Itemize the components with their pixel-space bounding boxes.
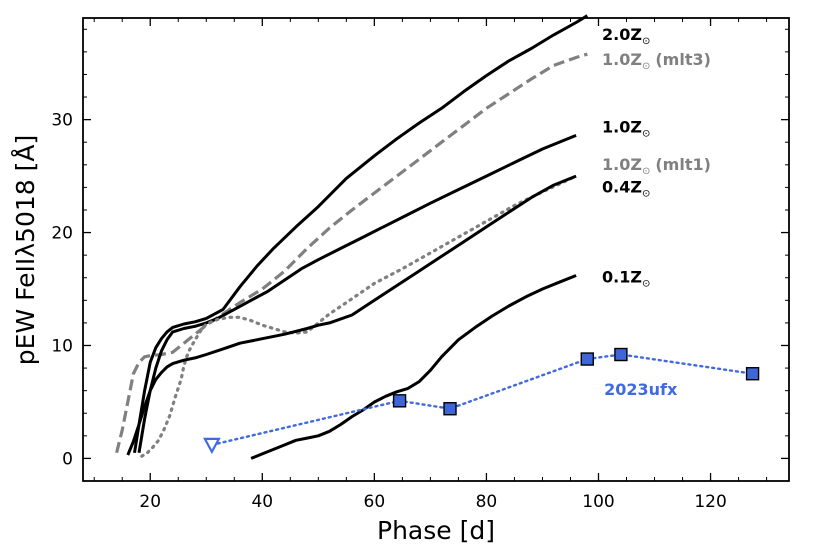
y-tick-label: 0 (62, 449, 73, 469)
x-tick-label: 80 (476, 492, 498, 512)
series-label-z10mlt3: 1.0Z⊙ (mlt3) (602, 50, 711, 72)
obs-point (745, 367, 760, 381)
series-line-z20 (133, 14, 589, 454)
x-tick-label: 120 (694, 492, 726, 512)
obs-label: 2023ufx (604, 380, 678, 399)
x-tick-label: 100 (582, 492, 614, 512)
observations: 2023ufx (203, 347, 760, 455)
obs-point (614, 347, 628, 362)
obs-point (392, 394, 407, 408)
series-label-z10: 1.0Z⊙ (602, 118, 650, 140)
x-tick-label: 20 (139, 492, 161, 512)
series-line-z10mlt3 (115, 52, 588, 454)
obs-upper-limit-marker (203, 437, 221, 455)
series-lines (115, 14, 589, 460)
series-line-z10 (137, 134, 577, 454)
series-line-z04 (126, 174, 577, 456)
y-tick-label: 10 (51, 336, 73, 356)
x-axis-label: Phase [d] (377, 516, 495, 545)
series-line-z10mlt1 (140, 174, 578, 458)
obs-point (580, 352, 594, 366)
obs-point (443, 402, 457, 416)
x-tick-label: 60 (364, 492, 386, 512)
y-axis-label: pEW FeIIλ5018 [Å] (11, 135, 40, 365)
series-labels: 2.0Z⊙ 1.0Z⊙ (mlt3) 1.0Z⊙ 1.0Z⊙ (mlt1)0.4Z⊙ 0.1… (602, 25, 711, 290)
series-label-z10mlt1: 1.0Z⊙ (mlt1) (602, 155, 711, 177)
series-label-z20: 2.0Z⊙ (602, 25, 650, 47)
y-tick-label: 30 (51, 111, 73, 131)
y-tick-label: 20 (51, 224, 73, 244)
series-label-z01: 0.1Z⊙ (602, 268, 650, 290)
series-label-z04: 0.4Z⊙ (602, 177, 650, 199)
x-tick-label: 40 (251, 492, 273, 512)
series-line-z01 (250, 274, 577, 460)
axis-ticks: 20 40 60 80 100 120 0 10 20 30 (51, 18, 789, 512)
plot-frame (82, 17, 790, 482)
obs-line (210, 353, 754, 447)
